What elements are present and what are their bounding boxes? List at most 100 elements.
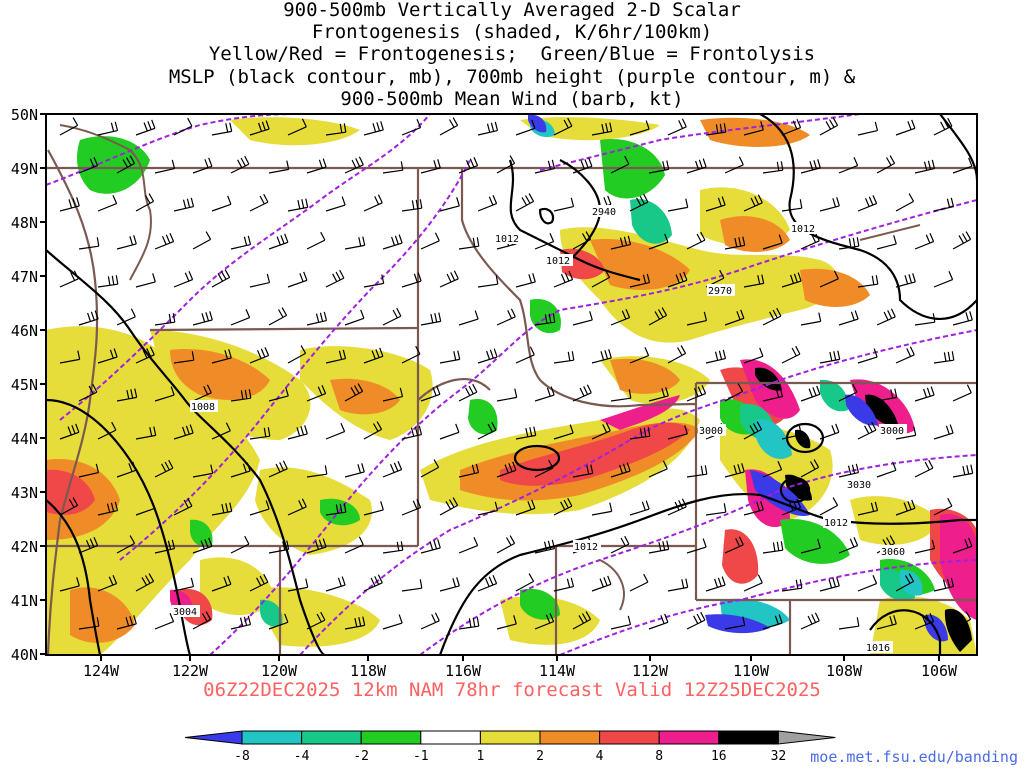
wind-barb bbox=[572, 384, 592, 402]
wind-barb bbox=[382, 234, 403, 250]
wind-barb bbox=[648, 540, 670, 554]
height-label: 3000 bbox=[880, 426, 904, 437]
wind-barb bbox=[439, 497, 459, 516]
wind-barb bbox=[306, 611, 326, 630]
wind-barb bbox=[952, 611, 972, 630]
lon-label: 120W bbox=[261, 662, 298, 680]
wind-barb bbox=[800, 159, 821, 174]
wind-barb bbox=[724, 616, 746, 630]
wind-barb bbox=[287, 118, 307, 136]
height-label: 3060 bbox=[881, 547, 905, 558]
wind-barb bbox=[287, 271, 308, 288]
wind-barb bbox=[116, 535, 136, 554]
wind-barb bbox=[496, 388, 518, 402]
wind-barb bbox=[192, 464, 214, 478]
wind-barb bbox=[648, 160, 670, 174]
wind-barb bbox=[895, 499, 916, 516]
wind-barb bbox=[59, 197, 80, 212]
wind-barb bbox=[306, 538, 327, 554]
wind-barb bbox=[933, 351, 955, 364]
wind-barb bbox=[572, 611, 592, 630]
wind-barb bbox=[344, 236, 366, 250]
wind-barb bbox=[857, 421, 877, 440]
wind-barb bbox=[211, 502, 233, 516]
credit-link[interactable]: moe.met.fsu.edu/banding bbox=[810, 748, 1018, 766]
wind-barb bbox=[230, 235, 252, 250]
wind-barb bbox=[743, 574, 763, 592]
wind-barb bbox=[173, 577, 195, 592]
wind-barb bbox=[420, 612, 440, 630]
lat-label: 50N bbox=[11, 106, 38, 124]
wind-barb bbox=[154, 459, 174, 478]
wind-barb bbox=[724, 156, 744, 174]
wind-barb bbox=[154, 386, 175, 402]
frontogenesis-extreme bbox=[755, 367, 972, 652]
wind-barb bbox=[895, 193, 915, 212]
wind-barb bbox=[667, 425, 688, 440]
wind-barb bbox=[439, 117, 459, 136]
wind-barb bbox=[819, 497, 839, 516]
wind-barb bbox=[97, 348, 118, 364]
wind-barb bbox=[268, 307, 288, 326]
wind-barb bbox=[135, 119, 156, 136]
wind-barb bbox=[116, 615, 137, 630]
wind-barb bbox=[610, 389, 632, 402]
wind-barbs bbox=[59, 117, 974, 630]
lat-label: 48N bbox=[11, 214, 38, 232]
wind-barb bbox=[458, 310, 479, 326]
wind-barb bbox=[154, 313, 176, 326]
wind-barb bbox=[344, 463, 365, 478]
wind-barb bbox=[401, 579, 423, 592]
wind-barb bbox=[591, 422, 611, 440]
title-line-5: 900-500mb Mean Wind (barb, kt) bbox=[340, 88, 684, 110]
wind-barb bbox=[800, 312, 822, 326]
wind-barb bbox=[591, 269, 611, 288]
wind-barb bbox=[914, 233, 935, 250]
wind-barb bbox=[629, 273, 651, 288]
wind-barb bbox=[686, 158, 707, 174]
height-label: 3000 bbox=[699, 426, 723, 437]
wind-barb bbox=[154, 539, 176, 554]
wind-barb bbox=[819, 197, 840, 212]
wind-barb bbox=[534, 233, 555, 250]
wind-barb bbox=[306, 311, 328, 326]
wind-barb bbox=[97, 575, 118, 592]
wind-barb bbox=[268, 613, 289, 630]
colorbar-label: 16 bbox=[711, 749, 727, 764]
wind-barb bbox=[876, 308, 896, 326]
wind-barb bbox=[838, 157, 859, 174]
wind-barb bbox=[439, 350, 461, 364]
wind-barb bbox=[838, 383, 858, 402]
wind-barb bbox=[648, 233, 669, 250]
wind-barb bbox=[667, 118, 687, 136]
wind-barb bbox=[230, 155, 250, 174]
wind-barb bbox=[306, 158, 327, 174]
wind-barb bbox=[876, 235, 897, 250]
wind-barb bbox=[363, 274, 385, 288]
wind-barb bbox=[420, 539, 441, 554]
wind-barb bbox=[135, 193, 155, 212]
wind-barb bbox=[382, 541, 404, 554]
wind-barb bbox=[325, 269, 345, 288]
colorbar-bin bbox=[599, 730, 660, 745]
wind-barb bbox=[534, 459, 554, 478]
colorbar: -8 -4 -2 -1 1 2 4 8 16 32 bbox=[184, 730, 836, 764]
wind-barb bbox=[952, 231, 972, 250]
wind-barb bbox=[762, 161, 784, 174]
wind-barb bbox=[800, 612, 820, 630]
wind-barb bbox=[59, 497, 79, 516]
wind-barb bbox=[553, 497, 573, 516]
colorbar-bin bbox=[539, 730, 601, 745]
wind-barb bbox=[515, 273, 536, 288]
wind-barb bbox=[610, 235, 632, 250]
height-label: 2970 bbox=[708, 286, 732, 297]
wind-barb bbox=[325, 503, 347, 516]
wind-barb bbox=[268, 160, 290, 174]
height-contours bbox=[46, 114, 977, 655]
wind-barb bbox=[401, 119, 422, 136]
wind-barb bbox=[306, 465, 328, 478]
wind-barb bbox=[553, 117, 573, 136]
wind-barb bbox=[97, 501, 119, 516]
wind-barb bbox=[325, 423, 346, 440]
wind-barb bbox=[857, 575, 878, 592]
